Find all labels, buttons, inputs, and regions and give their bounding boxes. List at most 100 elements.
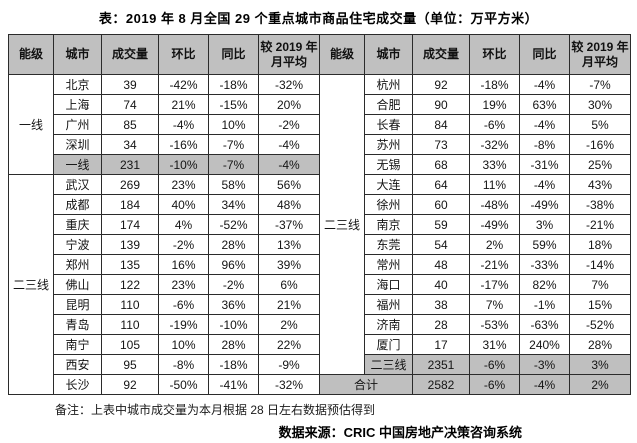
city-cell: 长沙 [53, 374, 102, 395]
city-cell: 常州 [364, 254, 413, 275]
volume-cell: 59 [412, 214, 470, 235]
volume-cell: 2582 [412, 374, 470, 395]
avg-cell: 21% [258, 294, 320, 315]
avg-cell: 56% [258, 174, 320, 195]
volume-cell: 92 [412, 74, 470, 95]
mom-cell: 11% [469, 174, 520, 195]
header-mom-right: 环比 [469, 34, 520, 75]
volume-cell: 28 [412, 314, 470, 335]
yoy-cell: -31% [519, 154, 570, 175]
table-row: 深圳 34 -16% -7% -4% 苏州 73 -32% -8% -16% [9, 134, 631, 155]
avg-cell: -9% [258, 354, 320, 375]
yoy-cell: -3% [519, 354, 570, 375]
yoy-cell: -18% [208, 74, 259, 95]
mom-cell: -2% [158, 234, 209, 255]
tier-cell-second-line-right: 二三线 [319, 74, 365, 375]
city-cell: 西安 [53, 354, 102, 375]
mom-cell: -8% [158, 354, 209, 375]
avg-cell: 22% [258, 334, 320, 355]
yoy-cell: -15% [208, 94, 259, 115]
volume-cell: 74 [101, 94, 159, 115]
total-label-cell: 合计 [319, 374, 413, 395]
volume-cell: 17 [412, 334, 470, 355]
mom-cell: 33% [469, 154, 520, 175]
yoy-cell: -4% [519, 114, 570, 135]
mom-cell: 23% [158, 274, 209, 295]
yoy-cell: -4% [519, 174, 570, 195]
city-cell: 重庆 [53, 214, 102, 235]
city-cell: 深圳 [53, 134, 102, 155]
subtotal-label-cell: 一线 [53, 154, 102, 175]
mom-cell: -48% [469, 194, 520, 215]
subtotal-row-second-line: 西安 95 -8% -18% -9% 二三线 2351 -6% -3% 3% [9, 354, 631, 375]
city-cell: 成都 [53, 194, 102, 215]
header-yoy-right: 同比 [519, 34, 570, 75]
yoy-cell: -7% [208, 154, 259, 175]
footnote: 备注：上表中城市成交量为本月根据 28 日左右数据预估得到 [55, 403, 376, 417]
avg-cell: 6% [258, 274, 320, 295]
volume-cell: 84 [412, 114, 470, 135]
avg-cell: -4% [258, 154, 320, 175]
yoy-cell: 63% [519, 94, 570, 115]
avg-cell: 15% [569, 294, 631, 315]
header-city-right: 城市 [364, 34, 413, 75]
avg-cell: 48% [258, 194, 320, 215]
yoy-cell: -2% [208, 274, 259, 295]
yoy-cell: 58% [208, 174, 259, 195]
mom-cell: -49% [469, 214, 520, 235]
mom-cell: -42% [158, 74, 209, 95]
avg-cell: -38% [569, 194, 631, 215]
volume-cell: 73 [412, 134, 470, 155]
city-cell: 佛山 [53, 274, 102, 295]
avg-cell: -32% [258, 74, 320, 95]
volume-cell: 184 [101, 194, 159, 215]
grand-total-row: 长沙 92 -50% -41% -32% 合计 2582 -6% -4% 2% [9, 374, 631, 395]
volume-cell: 110 [101, 314, 159, 335]
city-cell: 长春 [364, 114, 413, 135]
mom-cell: 7% [469, 294, 520, 315]
tier-cell-second-line-left: 二三线 [8, 174, 54, 395]
mom-cell: -19% [158, 314, 209, 335]
yoy-cell: 240% [519, 334, 570, 355]
city-cell: 北京 [53, 74, 102, 95]
data-source: 数据来源：CRIC 中国房地产决策咨询系统 [278, 425, 522, 440]
yoy-cell: 96% [208, 254, 259, 275]
volume-cell: 105 [101, 334, 159, 355]
yoy-cell: -1% [519, 294, 570, 315]
header-volume-left: 成交量 [101, 34, 159, 75]
avg-cell: 3% [569, 354, 631, 375]
avg-cell: 5% [569, 114, 631, 135]
table-row: 上海 74 21% -15% 20% 合肥 90 19% 63% 30% [9, 94, 631, 115]
avg-cell: -37% [258, 214, 320, 235]
city-cell: 宁波 [53, 234, 102, 255]
avg-cell: 39% [258, 254, 320, 275]
avg-cell: -52% [569, 314, 631, 335]
avg-cell: 2% [258, 314, 320, 335]
yoy-cell: -4% [519, 374, 570, 395]
yoy-cell: -4% [519, 74, 570, 95]
avg-cell: 20% [258, 94, 320, 115]
city-cell: 徐州 [364, 194, 413, 215]
yoy-cell: -52% [208, 214, 259, 235]
mom-cell: -17% [469, 274, 520, 295]
mom-cell: 10% [158, 334, 209, 355]
yoy-cell: 34% [208, 194, 259, 215]
table-row: 南宁 105 10% 28% 22% 厦门 17 31% 240% 28% [9, 334, 631, 355]
yoy-cell: -7% [208, 134, 259, 155]
header-tier-left: 能级 [8, 34, 54, 75]
city-cell: 东莞 [364, 234, 413, 255]
mom-cell: 23% [158, 174, 209, 195]
avg-cell: 30% [569, 94, 631, 115]
avg-cell: 28% [569, 334, 631, 355]
avg-cell: -7% [569, 74, 631, 95]
yoy-cell: -41% [208, 374, 259, 395]
avg-cell: -14% [569, 254, 631, 275]
header-tier-right: 能级 [319, 34, 365, 75]
mom-cell: -6% [469, 374, 520, 395]
city-cell: 厦门 [364, 334, 413, 355]
mom-cell: 16% [158, 254, 209, 275]
city-cell: 武汉 [53, 174, 102, 195]
subtotal-row-first-line: 一线 231 -10% -7% -4% 无锡 68 33% -31% 25% [9, 154, 631, 175]
volume-cell: 68 [412, 154, 470, 175]
volume-cell: 90 [412, 94, 470, 115]
